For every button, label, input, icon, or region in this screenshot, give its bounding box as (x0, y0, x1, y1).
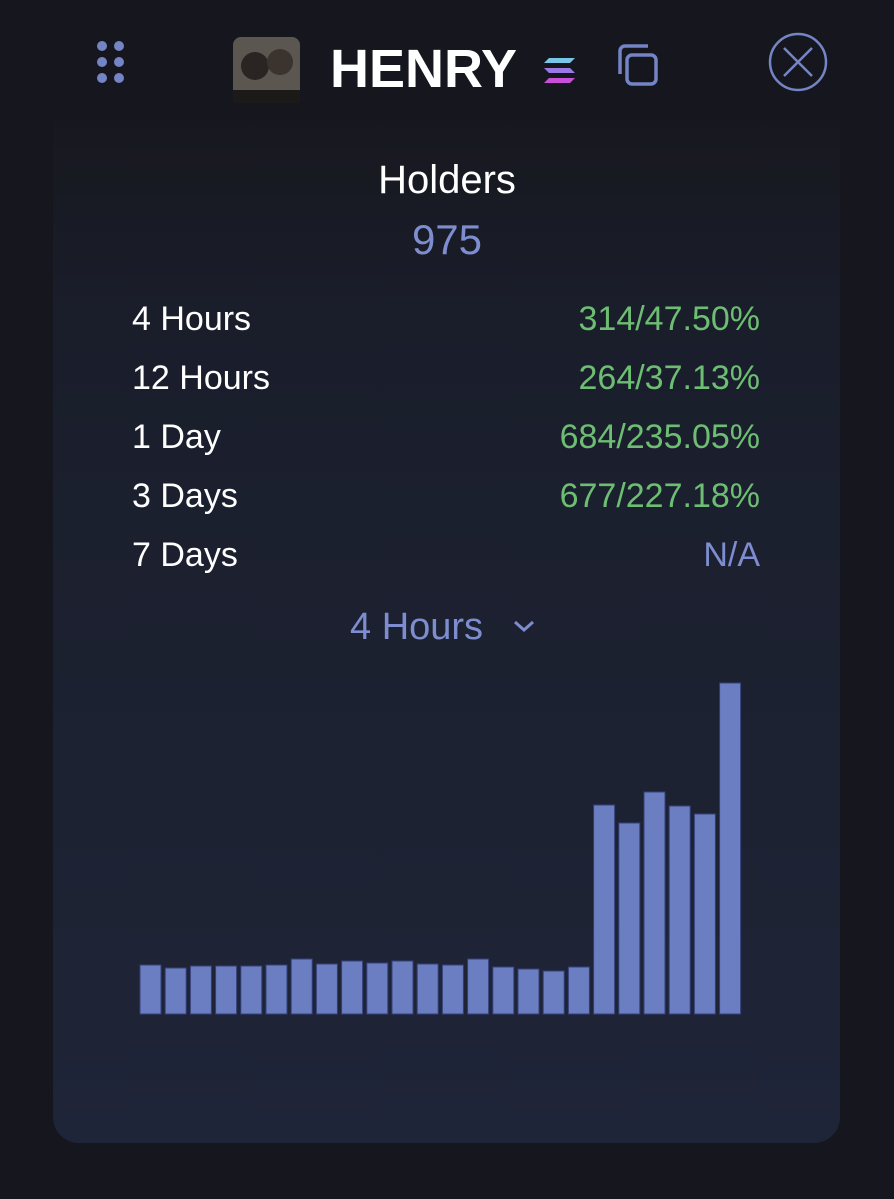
bar (189, 965, 212, 1015)
bar (240, 965, 263, 1015)
bar (593, 804, 616, 1015)
bar (366, 962, 389, 1015)
copy-icon[interactable] (618, 44, 658, 86)
period-value: 314/47.50% (578, 300, 761, 338)
period-label: 12 Hours (132, 359, 270, 397)
solana-icon (544, 58, 575, 83)
bar (542, 970, 565, 1015)
bar (290, 958, 313, 1015)
bar (265, 964, 288, 1015)
bar (467, 958, 490, 1015)
change-row: 4 Hours 314/47.50% (132, 300, 760, 340)
bar (618, 822, 641, 1015)
bar (416, 963, 439, 1015)
bar (441, 964, 464, 1015)
bar (668, 805, 691, 1015)
bar (341, 960, 364, 1015)
avatar (233, 37, 300, 103)
bar (164, 967, 187, 1015)
period-value: 684/235.05% (559, 418, 760, 456)
dropdown-chevron[interactable] (514, 620, 534, 633)
period-label: 3 Days (132, 477, 238, 515)
period-label: 1 Day (132, 418, 221, 456)
bar (215, 965, 238, 1015)
period-value: 264/37.13% (578, 359, 761, 397)
bar (643, 791, 666, 1015)
period-label: 4 Hours (132, 300, 252, 338)
change-row: 7 Days N/A (132, 536, 760, 576)
holders-value: 975 (411, 216, 483, 263)
bar (315, 963, 338, 1015)
bar (517, 968, 540, 1015)
period-label: 7 Days (132, 536, 238, 574)
period-dropdown[interactable]: 4 Hours (350, 606, 484, 648)
bar (391, 960, 414, 1015)
bar (567, 966, 590, 1015)
bar (492, 966, 515, 1015)
bar (693, 813, 716, 1015)
token-name: HENRY (330, 39, 518, 99)
period-value: 677/227.18% (559, 477, 760, 515)
close-button[interactable] (768, 32, 828, 92)
menu-icon[interactable] (97, 41, 124, 83)
change-row: 12 Hours 264/37.13% (132, 359, 760, 399)
change-row: 1 Day 684/235.05% (132, 418, 760, 458)
bar (139, 964, 162, 1015)
bar (719, 682, 742, 1015)
holders-label: Holders (378, 158, 516, 202)
period-value: N/A (703, 536, 760, 574)
change-row: 3 Days 677/227.18% (132, 477, 760, 517)
